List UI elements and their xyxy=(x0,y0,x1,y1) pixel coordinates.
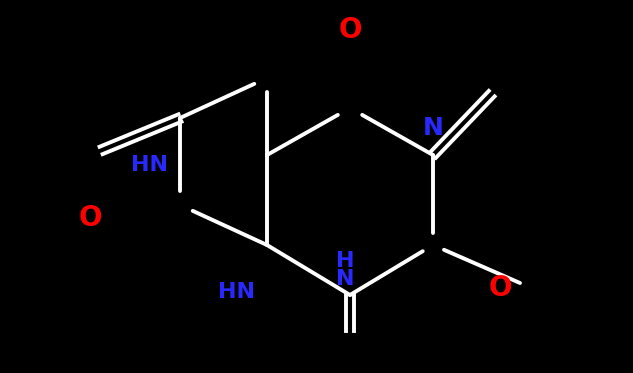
Text: N: N xyxy=(423,116,444,140)
Text: H
N: H N xyxy=(335,251,354,289)
Text: HN: HN xyxy=(131,155,168,175)
Text: O: O xyxy=(488,274,511,302)
Text: HN: HN xyxy=(218,282,255,302)
Text: O: O xyxy=(78,204,102,232)
Text: O: O xyxy=(338,16,361,44)
